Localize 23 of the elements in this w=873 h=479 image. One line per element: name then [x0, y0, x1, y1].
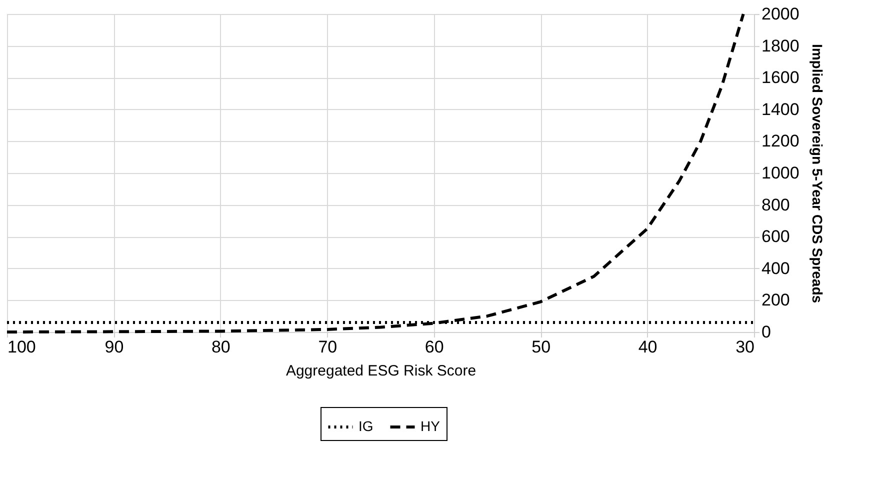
y-tick-label: 1200: [762, 132, 800, 151]
y-tick-label: 0: [762, 322, 771, 342]
x-axis-title: Aggregated ESG Risk Score: [286, 362, 476, 380]
y-tick-label: 2000: [762, 4, 800, 24]
x-tick-label: 70: [318, 338, 338, 356]
x-tick-label: 40: [638, 338, 658, 356]
y-tick-label: 1400: [762, 100, 800, 119]
x-tick-label: 80: [211, 338, 230, 356]
y-tick-label: 1000: [762, 164, 800, 182]
x-tick-label: 100: [8, 338, 36, 356]
x-tick-label: 90: [104, 338, 124, 356]
y-tick-label: 1800: [762, 36, 800, 56]
x-tick-label: 60: [424, 338, 444, 356]
y-tick-label: 600: [762, 227, 790, 246]
x-tick-label: 50: [532, 338, 551, 356]
y-axis-title: Implied Sovereign 5-Year CDS Spreads: [809, 44, 826, 304]
y-tick-label: 800: [762, 195, 790, 214]
y-tick-label: 400: [762, 258, 790, 278]
y-tick-label: 200: [762, 290, 790, 310]
x-tick-label: 30: [736, 338, 754, 356]
legend-label: IG: [358, 418, 374, 434]
legend-label: HY: [420, 418, 441, 434]
y-tick-label: 1600: [762, 68, 800, 88]
